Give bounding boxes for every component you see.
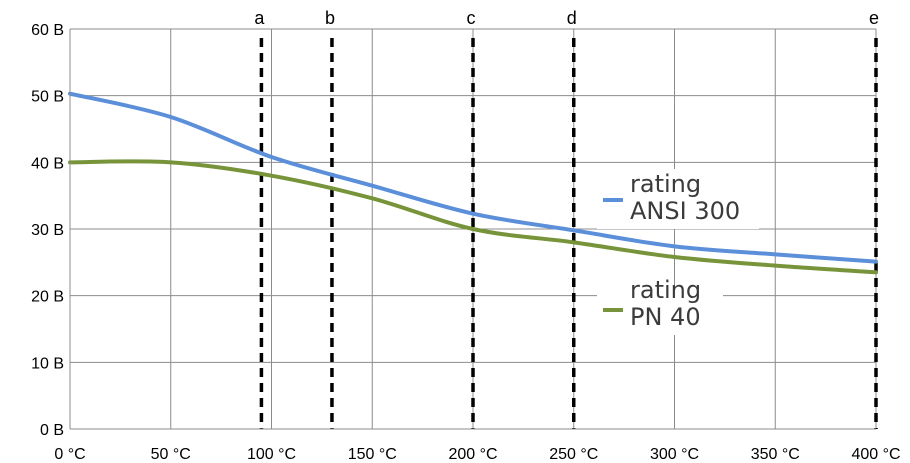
series-line-0 [68, 91, 878, 264]
x-tick-label: 250 °C [549, 446, 598, 463]
x-tick-label: 350 °C [751, 446, 800, 463]
reference-markers: a b c d e [254, 8, 879, 429]
legend-label: rating [630, 170, 701, 198]
y-tick-label: 50 B [31, 89, 64, 106]
y-tick-label: 30 B [31, 222, 64, 239]
axes: 0 B 10 B 20 B 30 B 40 B 50 B 60 B 0 °C 50 °C 100 … [31, 22, 900, 463]
series-line-1 [68, 159, 878, 275]
x-tick-label: 150 °C [348, 446, 397, 463]
y-tick-label: 20 B [31, 289, 64, 306]
marker-label-b: b [325, 8, 335, 28]
y-tick-label: 10 B [31, 355, 64, 372]
legend-label: PN 40 [630, 303, 701, 331]
x-tick-label: 0 °C [54, 446, 85, 463]
y-tick-label: 60 B [31, 22, 64, 39]
x-tick-label: 200 °C [448, 446, 497, 463]
marker-label-e: e [869, 8, 879, 28]
marker-label-c: c [467, 8, 476, 28]
marker-label-d: d [567, 8, 577, 28]
y-tick-label: 0 B [40, 422, 64, 439]
legend-label: rating [630, 276, 701, 304]
marker-label-a: a [254, 8, 265, 28]
legend-label: ANSI 300 [630, 197, 740, 225]
x-tick-label: 100 °C [247, 446, 296, 463]
x-tick-label: 300 °C [650, 446, 699, 463]
legend-background [597, 169, 759, 229]
x-tick-label: 50 °C [151, 446, 191, 463]
series-lines [68, 91, 878, 275]
y-tick-label: 40 B [31, 155, 64, 172]
x-tick-label: 400 °C [851, 446, 900, 463]
